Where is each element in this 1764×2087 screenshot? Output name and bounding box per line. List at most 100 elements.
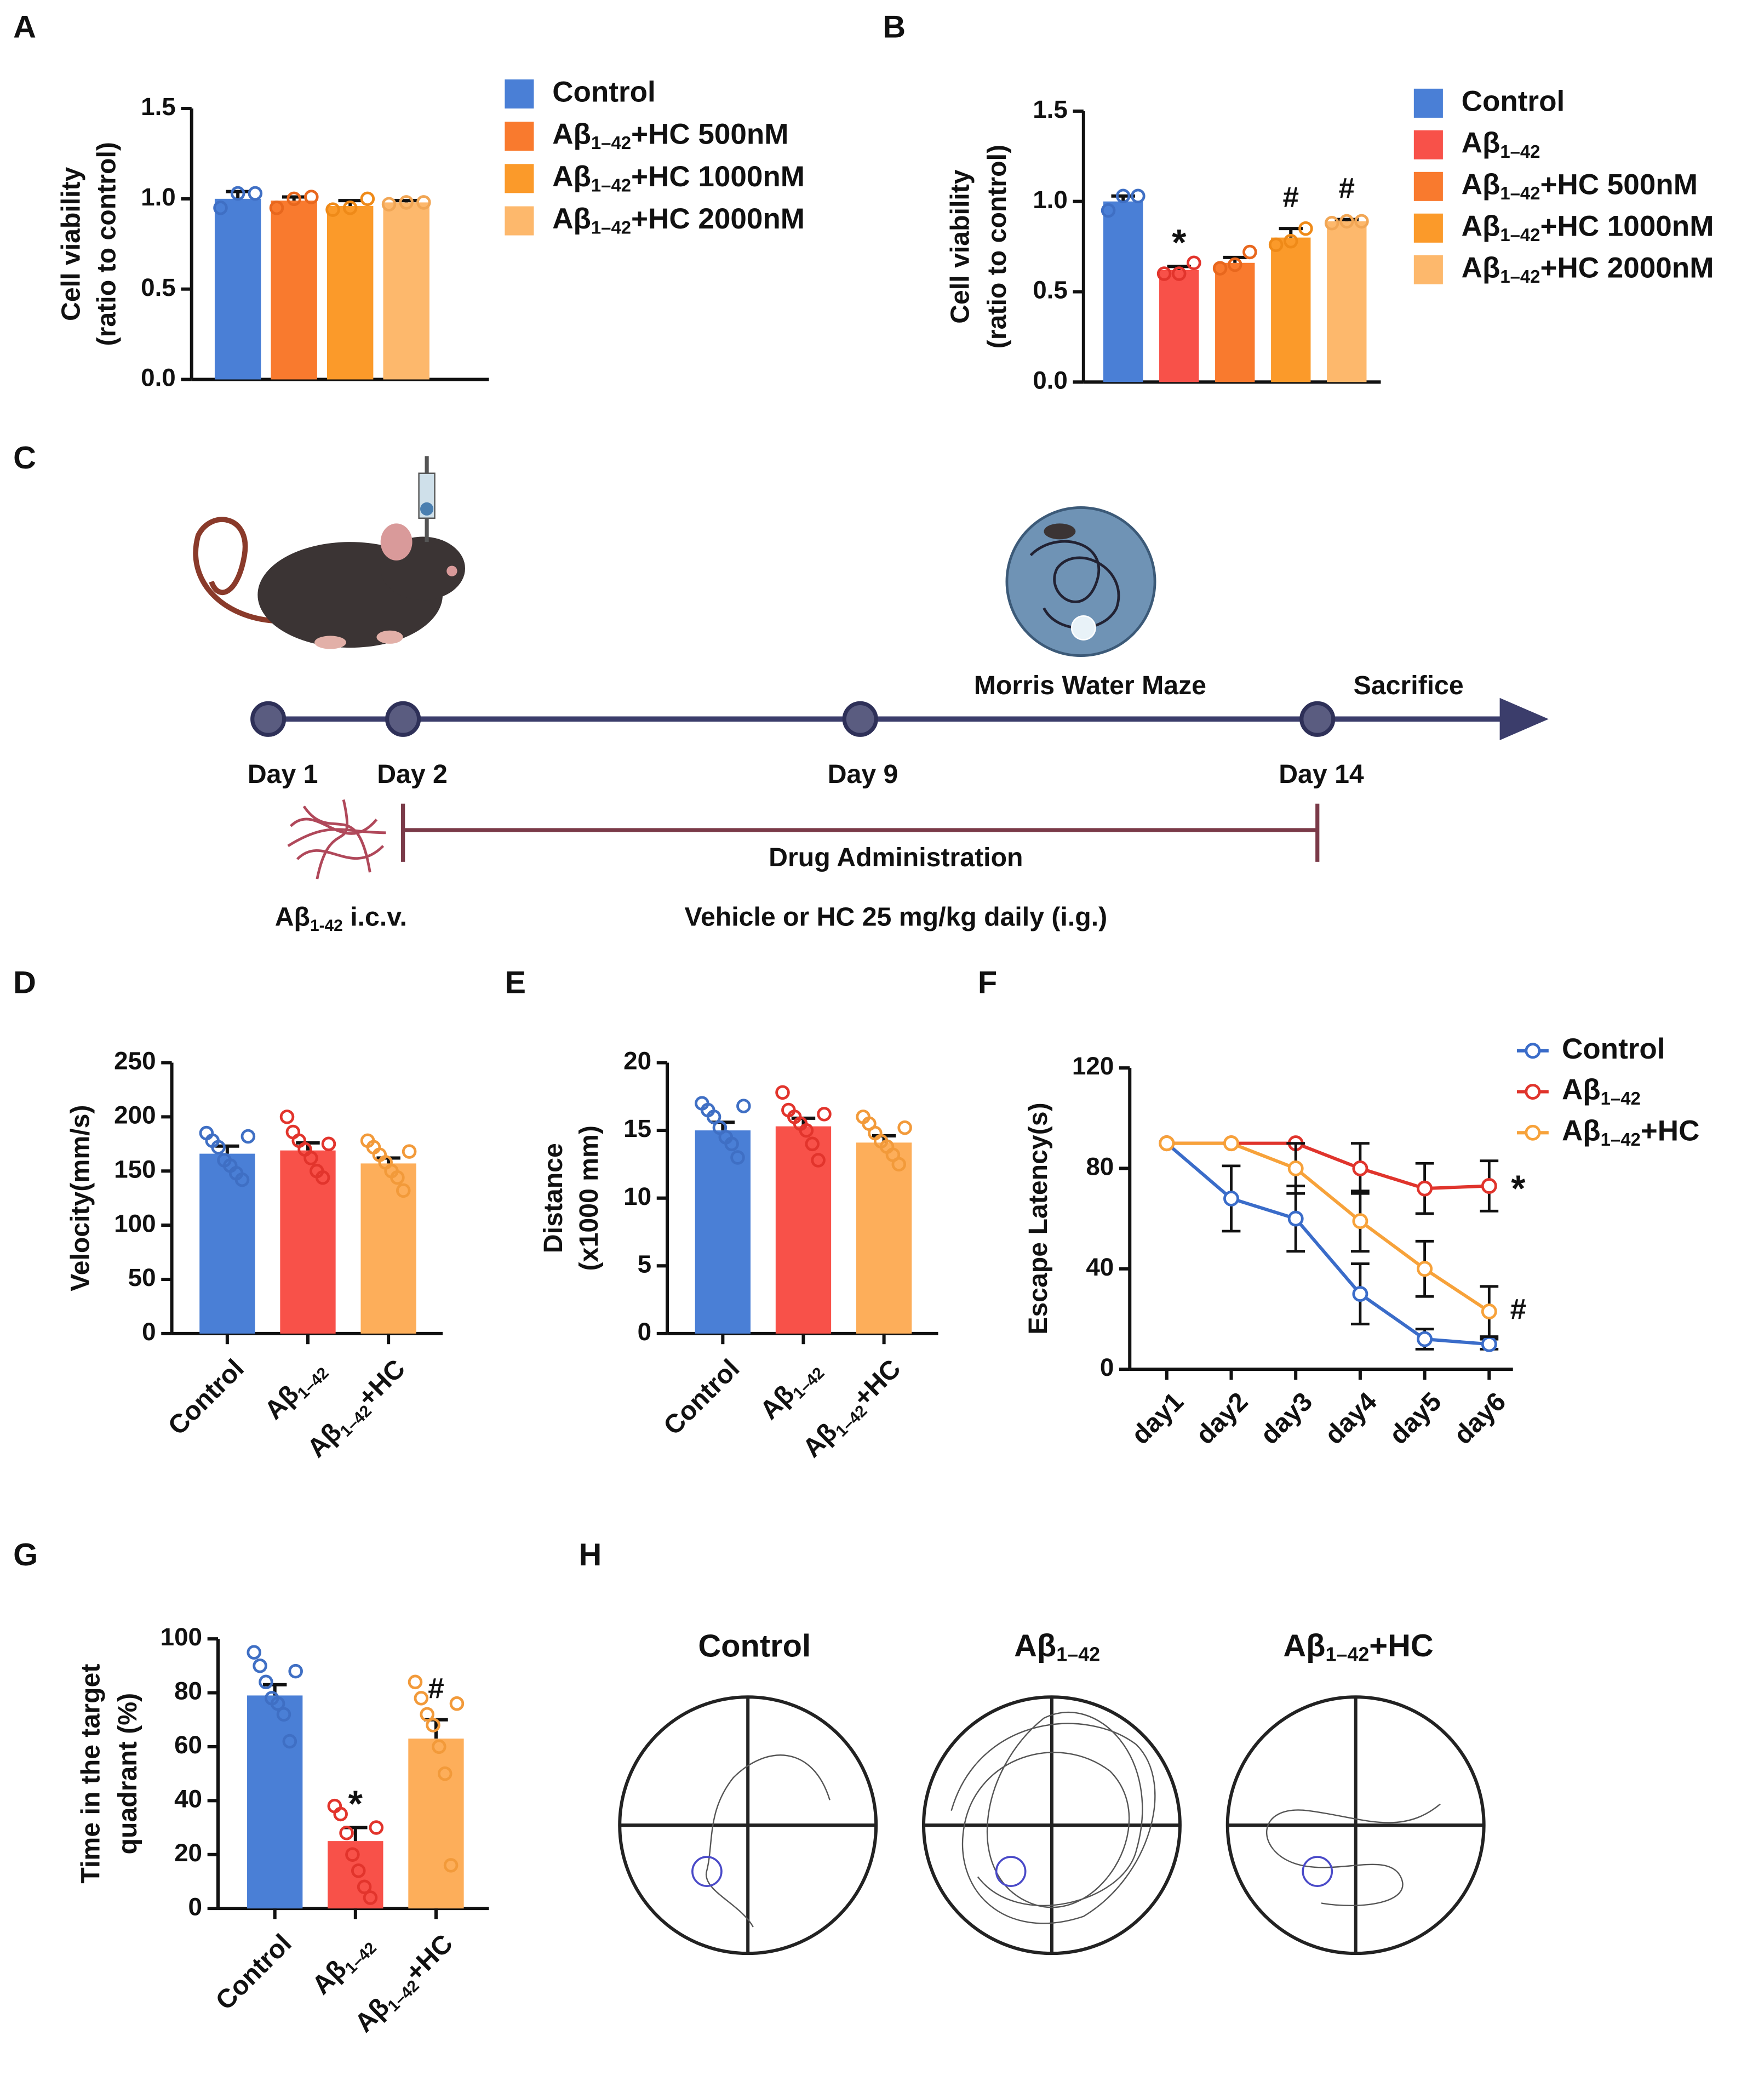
data-point: [269, 201, 284, 215]
y-tick-label: 20: [623, 1047, 651, 1075]
y-tick-label: 0.0: [1033, 366, 1068, 394]
data-point: [1115, 188, 1131, 204]
y-tick-label: 80: [174, 1677, 202, 1705]
series-marker: [1223, 1190, 1239, 1207]
event-label: Sacrifice: [1354, 671, 1464, 700]
y-tick-label: 250: [114, 1047, 156, 1075]
data-point: [1156, 266, 1172, 281]
legend-label: Aβ1–42+HC 2000nM: [552, 203, 805, 237]
x-tick-label: Aβ1–42: [754, 1353, 828, 1427]
x-tick-label: Control: [658, 1353, 745, 1440]
significance-mark: #: [1510, 1294, 1527, 1326]
significance-mark: #: [1339, 173, 1355, 205]
y-tick-label: 40: [1086, 1253, 1114, 1281]
x-tick-label: day3: [1255, 1387, 1318, 1450]
data-point: [276, 1707, 291, 1722]
data-point: [1354, 214, 1369, 229]
data-point: [248, 186, 263, 201]
data-point: [282, 1734, 297, 1749]
bar: [280, 1150, 336, 1334]
data-point: [1187, 255, 1201, 271]
data-point: [805, 1136, 820, 1152]
data-point: [247, 1645, 261, 1660]
y-tick-label: 0: [1100, 1353, 1114, 1381]
y-tick-label: 15: [623, 1114, 651, 1142]
data-point: [304, 190, 319, 204]
day-label: Day 9: [828, 759, 898, 789]
legend-swatch: [1413, 255, 1443, 284]
data-point: [402, 1144, 417, 1159]
bar: [327, 206, 374, 380]
y-tick-label: 100: [114, 1209, 156, 1237]
drug-label: Drug Administration: [769, 843, 1023, 872]
y-axis-label: Distance: [539, 1143, 568, 1253]
series-marker: [1287, 1160, 1304, 1176]
legend-label: Control: [1462, 85, 1565, 117]
bar: [247, 1695, 303, 1909]
data-point: [817, 1107, 832, 1122]
bar: [1103, 201, 1143, 382]
panel-label: H: [579, 1537, 602, 1573]
x-tick-label: Control: [162, 1353, 249, 1440]
series-line: [1165, 1142, 1490, 1346]
data-point: [396, 1183, 411, 1198]
bar: [856, 1142, 912, 1334]
bar: [214, 198, 261, 380]
y-tick-label: 0: [142, 1318, 156, 1346]
dose-label: Vehicle or HC 25 mg/kg daily (i.g.): [684, 902, 1107, 931]
data-point: [724, 1136, 739, 1152]
data-point: [288, 1663, 303, 1679]
injection-label: Aβ1-42 i.c.v.: [275, 902, 407, 935]
group-title: Aβ1–42: [1014, 1628, 1100, 1666]
day-label: Day 2: [377, 759, 448, 789]
y-tick-label: 0: [638, 1318, 651, 1346]
data-point: [1268, 237, 1284, 253]
y-tick-label: 1.5: [1033, 95, 1068, 123]
y-tick-label: 5: [638, 1250, 651, 1278]
y-axis-label: Cell viability: [946, 169, 975, 324]
y-tick-label: 60: [174, 1731, 202, 1759]
bar: [1215, 262, 1255, 382]
series-marker: [1417, 1261, 1433, 1277]
series-marker: [1417, 1180, 1433, 1197]
data-point: [1171, 266, 1187, 281]
legend-label: Aβ1–42+HC 2000nM: [1462, 251, 1714, 286]
static-labels: A B C D E F G H Day 1 Day 2 Day 9 Day 14…: [13, 10, 1464, 1666]
y-tick-label: 100: [161, 1623, 202, 1651]
data-point: [230, 186, 245, 201]
data-point: [1212, 261, 1228, 276]
timeline: [250, 697, 1549, 862]
y-axis-label: Escape Latency(s): [1023, 1102, 1053, 1334]
day-label: Day 14: [1279, 759, 1364, 789]
data-point: [799, 1123, 814, 1138]
y-axis-label: Time in the target: [76, 1664, 106, 1884]
series-marker: [1159, 1135, 1175, 1152]
series-marker: [1481, 1303, 1497, 1320]
panel-label: D: [13, 965, 36, 1000]
data-point: [259, 1674, 273, 1690]
data-point: [303, 1151, 318, 1165]
legend-swatch: [505, 164, 534, 193]
data-point: [381, 197, 397, 211]
legend-swatch: [505, 206, 534, 236]
series-marker: [1352, 1213, 1368, 1230]
y-axis-label: (ratio to control): [982, 145, 1012, 348]
x-tick-label: day4: [1319, 1387, 1383, 1450]
legend-swatch: [1413, 88, 1443, 118]
y-axis-label: (x1000 mm): [574, 1125, 604, 1271]
data-point: [321, 1136, 336, 1152]
series-marker: [1481, 1336, 1497, 1352]
y-tick-label: 10: [623, 1182, 651, 1210]
legend-label: Aβ1–42: [1562, 1074, 1641, 1108]
day-label: Day 1: [248, 759, 318, 789]
legend-label: Control: [552, 76, 656, 108]
data-point: [1324, 215, 1339, 231]
series-line: [1166, 1141, 1490, 1313]
x-tick-label: Aβ1–42: [259, 1353, 333, 1427]
panel-label: G: [13, 1537, 38, 1573]
legend-swatch: [1413, 171, 1443, 201]
legend-label: Aβ1–42+HC 500nM: [1462, 168, 1698, 203]
data-point: [408, 1674, 423, 1690]
data-point: [1101, 203, 1116, 218]
data-point: [211, 1140, 226, 1155]
